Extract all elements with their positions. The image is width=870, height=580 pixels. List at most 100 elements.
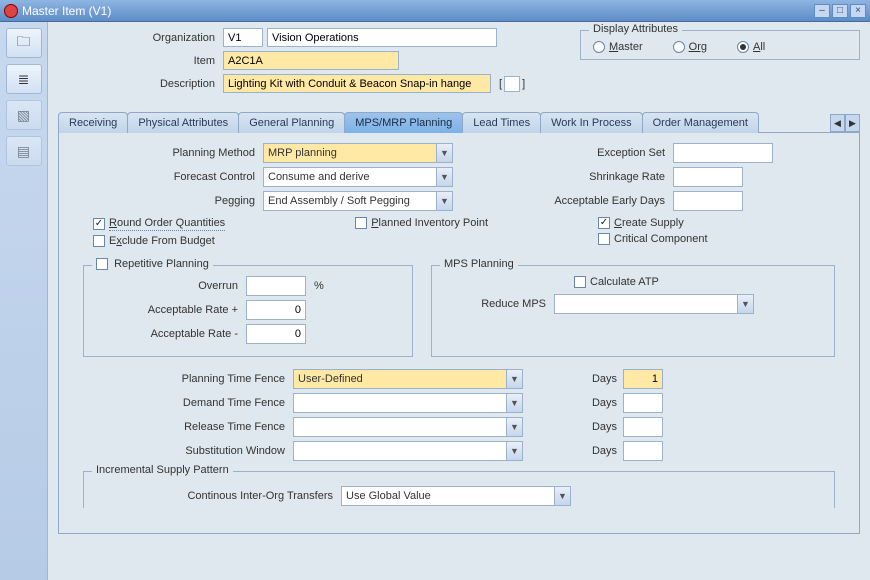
exception-set-label: Exception Set bbox=[493, 147, 673, 159]
radio-all-label: ll bbox=[760, 41, 765, 53]
window-titlebar: Master Item (V1) – □ × bbox=[0, 0, 870, 22]
checkbox-icon bbox=[93, 235, 105, 247]
overrun-input[interactable] bbox=[246, 276, 306, 296]
round-order-quantities-check[interactable]: Round Order Quantities bbox=[93, 217, 225, 231]
chevron-down-icon: ▼ bbox=[506, 370, 522, 388]
sidebar-item-boxlist[interactable]: ▤ bbox=[6, 136, 42, 166]
tab-mps-mrp-planning[interactable]: MPS/MRP Planning bbox=[344, 112, 463, 133]
demand-time-fence-label: Demand Time Fence bbox=[83, 397, 293, 409]
incremental-supply-pattern-group: Incremental Supply Pattern Continous Int… bbox=[83, 471, 835, 508]
box-icon: ▧ bbox=[17, 107, 30, 124]
chevron-down-icon: ▼ bbox=[506, 418, 522, 436]
tab-order-management[interactable]: Order Management bbox=[642, 112, 759, 133]
planned-inventory-point-check[interactable]: Planned Inventory Point bbox=[355, 217, 488, 229]
overrun-label: Overrun bbox=[96, 280, 246, 292]
app-icon bbox=[4, 4, 18, 18]
close-button[interactable]: × bbox=[850, 4, 866, 18]
shrinkage-rate-input[interactable] bbox=[673, 167, 743, 187]
incremental-supply-pattern-title: Incremental Supply Pattern bbox=[92, 464, 233, 476]
acc-rate-minus-input[interactable] bbox=[246, 324, 306, 344]
pegging-combo[interactable]: End Assembly / Soft Pegging ▼ bbox=[263, 191, 453, 211]
tabs-scroll-right[interactable]: ▶ bbox=[845, 114, 860, 132]
description-label: Description bbox=[58, 78, 223, 90]
planning-method-value: MRP planning bbox=[268, 147, 436, 159]
chevron-down-icon: ▼ bbox=[506, 442, 522, 460]
tabs-bar: Receiving Physical Attributes General Pl… bbox=[58, 111, 860, 132]
tab-physical-attributes[interactable]: Physical Attributes bbox=[127, 112, 239, 133]
tab-receiving[interactable]: Receiving bbox=[58, 112, 128, 133]
radio-all[interactable]: All bbox=[737, 41, 765, 53]
radio-master-label: aster bbox=[618, 41, 642, 53]
organization-code-input[interactable] bbox=[223, 28, 263, 47]
chevron-down-icon: ▼ bbox=[554, 487, 570, 505]
forecast-control-combo[interactable]: Consume and derive ▼ bbox=[263, 167, 453, 187]
radio-master[interactable]: Master bbox=[593, 41, 643, 53]
checkbox-icon bbox=[355, 217, 367, 229]
acc-rate-minus-label: Acceptable Rate - bbox=[96, 328, 246, 340]
tabs-scroll-left[interactable]: ◀ bbox=[830, 114, 845, 132]
chevron-down-icon: ▼ bbox=[436, 144, 452, 162]
planning-days-input[interactable] bbox=[623, 369, 663, 389]
organization-label: Organization bbox=[58, 32, 223, 44]
maximize-button[interactable]: □ bbox=[832, 4, 848, 18]
radio-dot bbox=[673, 41, 685, 53]
chevron-down-icon: ▼ bbox=[436, 192, 452, 210]
radio-org[interactable]: Org bbox=[673, 41, 707, 53]
forecast-control-value: Consume and derive bbox=[268, 171, 436, 183]
substitution-days-input[interactable] bbox=[623, 441, 663, 461]
tab-lead-times[interactable]: Lead Times bbox=[462, 112, 541, 133]
acceptable-early-days-label: Acceptable Early Days bbox=[493, 195, 673, 207]
display-attributes-title: Display Attributes bbox=[589, 23, 682, 35]
tab-general-planning[interactable]: General Planning bbox=[238, 112, 345, 133]
minimize-button[interactable]: – bbox=[814, 4, 830, 18]
continous-inter-org-value: Use Global Value bbox=[346, 490, 554, 502]
demand-time-fence-combo[interactable]: ▼ bbox=[293, 393, 523, 413]
exclude-from-budget-check[interactable]: Exclude From Budget bbox=[93, 235, 225, 247]
planning-time-fence-value: User-Defined bbox=[298, 373, 506, 385]
days-label: Days bbox=[573, 445, 623, 457]
titlebar-buttons: – □ × bbox=[814, 4, 866, 18]
flexfield-bracket[interactable]: [] bbox=[499, 76, 525, 92]
continous-inter-org-label: Continous Inter-Org Transfers bbox=[96, 490, 341, 502]
sidebar: 🗀 ≣ ▧ ▤ bbox=[0, 22, 48, 580]
window-title: Master Item (V1) bbox=[22, 4, 814, 18]
radio-dot bbox=[737, 41, 749, 53]
acc-rate-plus-input[interactable] bbox=[246, 300, 306, 320]
sidebar-item-list[interactable]: ≣ bbox=[6, 64, 42, 94]
release-time-fence-combo[interactable]: ▼ bbox=[293, 417, 523, 437]
planning-time-fence-combo[interactable]: User-Defined ▼ bbox=[293, 369, 523, 389]
shrinkage-rate-label: Shrinkage Rate bbox=[493, 171, 673, 183]
demand-days-input[interactable] bbox=[623, 393, 663, 413]
continous-inter-org-combo[interactable]: Use Global Value ▼ bbox=[341, 486, 571, 506]
repetitive-planning-check[interactable] bbox=[96, 258, 108, 270]
repetitive-planning-title: Repetitive Planning bbox=[114, 258, 209, 270]
tab-work-in-process[interactable]: Work In Process bbox=[540, 112, 643, 133]
create-supply-check[interactable]: Create Supply bbox=[598, 217, 708, 229]
planning-method-combo[interactable]: MRP planning ▼ bbox=[263, 143, 453, 163]
mps-planning-title: MPS Planning bbox=[440, 258, 518, 270]
chevron-down-icon: ▼ bbox=[436, 168, 452, 186]
substitution-window-combo[interactable]: ▼ bbox=[293, 441, 523, 461]
radio-dot bbox=[593, 41, 605, 53]
calculate-atp-check[interactable]: Calculate ATP bbox=[574, 276, 822, 288]
overrun-unit: % bbox=[314, 280, 324, 292]
critical-component-check[interactable]: Critical Component bbox=[598, 233, 708, 245]
exception-set-input[interactable] bbox=[673, 143, 773, 163]
days-label: Days bbox=[573, 373, 623, 385]
chevron-down-icon: ▼ bbox=[506, 394, 522, 412]
planning-method-label: Planning Method bbox=[83, 147, 263, 159]
description-input[interactable] bbox=[223, 74, 491, 93]
repetitive-planning-group: Repetitive Planning Overrun % Acceptable… bbox=[83, 265, 413, 357]
list-icon: ≣ bbox=[18, 71, 30, 88]
organization-name-input[interactable] bbox=[267, 28, 497, 47]
acc-rate-plus-label: Acceptable Rate + bbox=[96, 304, 246, 316]
release-days-input[interactable] bbox=[623, 417, 663, 437]
acceptable-early-days-input[interactable] bbox=[673, 191, 743, 211]
main-panel: Organization Item Description [] Display… bbox=[48, 22, 870, 580]
reduce-mps-combo[interactable]: ▼ bbox=[554, 294, 754, 314]
sidebar-item-box[interactable]: ▧ bbox=[6, 100, 42, 130]
item-input[interactable] bbox=[223, 51, 399, 70]
cube-icon: 🗀 bbox=[17, 31, 31, 55]
days-label: Days bbox=[573, 421, 623, 433]
sidebar-item-cube[interactable]: 🗀 bbox=[6, 28, 42, 58]
